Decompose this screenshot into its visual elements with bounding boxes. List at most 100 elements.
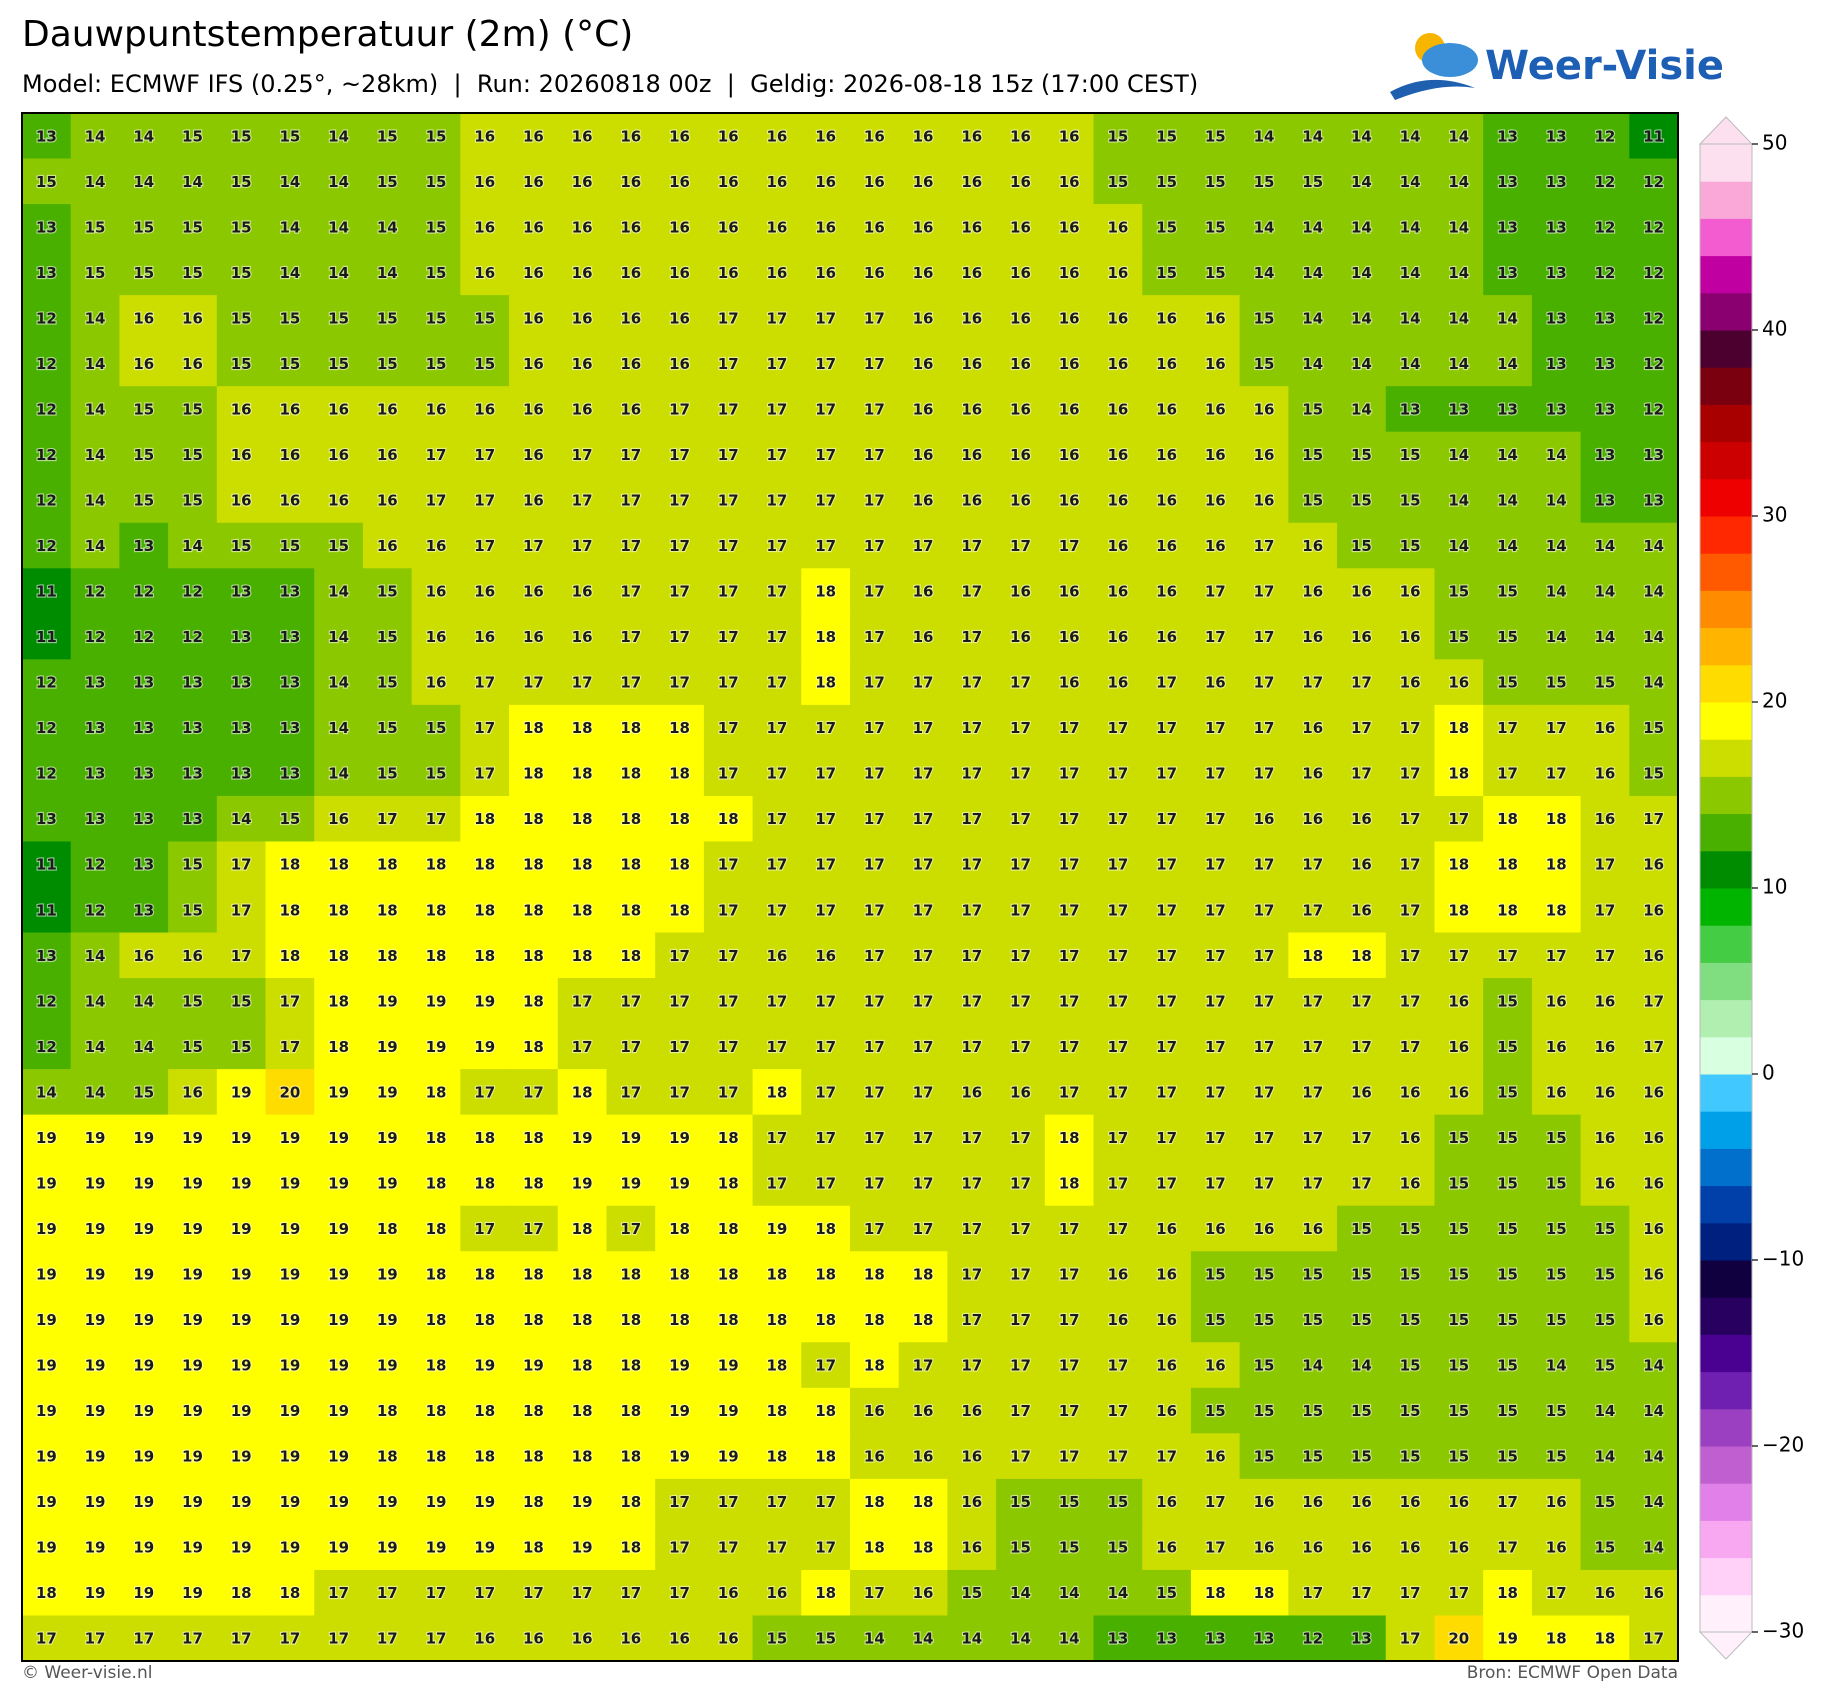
cell: [509, 659, 559, 706]
cell-label: 16: [1107, 1266, 1128, 1284]
cell-label: 16: [1107, 355, 1128, 373]
colorbar-band: [1700, 925, 1752, 963]
cell-label: 17: [1205, 856, 1226, 874]
cell: [1483, 978, 1533, 1025]
cell-label: 15: [182, 446, 203, 464]
cell: [1190, 522, 1241, 569]
cell-label: 19: [669, 1129, 690, 1147]
cell-label: 17: [1400, 856, 1421, 874]
cell: [947, 978, 997, 1025]
cell: [1580, 113, 1630, 160]
cell-label: 16: [523, 400, 544, 418]
cell-label: 15: [377, 583, 398, 601]
cell: [509, 750, 559, 797]
cell-label: 16: [1351, 901, 1372, 919]
cell: [265, 795, 315, 843]
cell-label: 17: [1059, 537, 1080, 555]
cell: [1093, 477, 1143, 524]
cell: [1337, 704, 1387, 752]
cell: [119, 1160, 169, 1207]
cell-label: 16: [1595, 1174, 1616, 1192]
cell-label: 14: [1254, 264, 1275, 282]
cell-label: 16: [815, 173, 836, 191]
cell: [996, 750, 1046, 797]
cell-label: 18: [1546, 901, 1567, 919]
cell-label: 16: [961, 1448, 982, 1466]
cell: [752, 113, 802, 160]
cell-label: 16: [1400, 583, 1421, 601]
cell: [1580, 204, 1630, 251]
cell-label: 16: [1107, 537, 1128, 555]
cell-label: 19: [133, 1584, 154, 1602]
cell-label: 13: [279, 583, 300, 601]
cell: [1190, 477, 1241, 524]
cell: [1239, 340, 1289, 387]
cell-label: 18: [864, 1493, 885, 1511]
cell: [606, 386, 656, 433]
cell-label: 18: [572, 1357, 593, 1375]
cell: [752, 295, 802, 342]
cell: [70, 158, 121, 205]
cell-label: 16: [1595, 992, 1616, 1010]
cell-label: 17: [1205, 1129, 1226, 1147]
cell: [22, 204, 72, 251]
cell-label: 17: [1254, 628, 1275, 646]
cell: [119, 750, 169, 797]
cell-label: 19: [328, 1311, 349, 1329]
cell: [411, 522, 461, 569]
cell: [1239, 1023, 1289, 1070]
cell-label: 16: [1156, 628, 1177, 646]
cell: [996, 887, 1046, 934]
cell-label: 17: [1010, 1402, 1031, 1420]
cell: [1239, 386, 1289, 433]
cell-label: 16: [767, 218, 788, 236]
colorbar-band: [1700, 255, 1752, 294]
cell: [1142, 978, 1192, 1025]
cell-label: 13: [1546, 309, 1567, 327]
cell-label: 17: [1497, 1539, 1518, 1557]
cell-label: 16: [231, 492, 252, 510]
cell: [119, 386, 169, 433]
cell-label: 12: [85, 583, 106, 601]
cell-label: 14: [328, 628, 349, 646]
cell: [22, 295, 72, 342]
cell-label: 17: [1254, 947, 1275, 965]
cell: [996, 1114, 1046, 1161]
cell-label: 16: [913, 218, 934, 236]
cell: [801, 568, 851, 615]
cell: [1434, 704, 1484, 752]
cell-label: 14: [182, 173, 203, 191]
cell-label: 12: [36, 719, 57, 737]
cell: [703, 887, 754, 934]
cell-label: 16: [1546, 1493, 1567, 1511]
cell: [703, 704, 754, 752]
cell-label: 16: [523, 583, 544, 601]
cell-label: 18: [426, 856, 447, 874]
cell-label: 19: [426, 992, 447, 1010]
cell: [1288, 568, 1338, 615]
cell: [70, 841, 121, 888]
cell-label: 14: [1497, 309, 1518, 327]
cell-label: 17: [1302, 1083, 1323, 1101]
cell-label: 18: [767, 1083, 788, 1101]
cell-label: 17: [913, 810, 934, 828]
cell: [411, 204, 461, 251]
cell: [1531, 887, 1582, 934]
cell-label: 15: [377, 355, 398, 373]
cell-label: 18: [426, 1220, 447, 1238]
logo-cloud: [1422, 43, 1478, 77]
cell: [1190, 1069, 1241, 1116]
cell: [1483, 1069, 1533, 1116]
cell-label: 16: [767, 1584, 788, 1602]
cell: [947, 704, 997, 752]
cell-label: 17: [1059, 1266, 1080, 1284]
cell-label: 14: [1400, 264, 1421, 282]
cell: [119, 978, 169, 1025]
cell-label: 17: [864, 583, 885, 601]
cell: [1044, 1069, 1095, 1116]
cell-label: 17: [572, 537, 593, 555]
cell-label: 17: [669, 583, 690, 601]
cell-label: 17: [474, 446, 495, 464]
cell: [1531, 1069, 1582, 1116]
cell: [1093, 659, 1143, 706]
